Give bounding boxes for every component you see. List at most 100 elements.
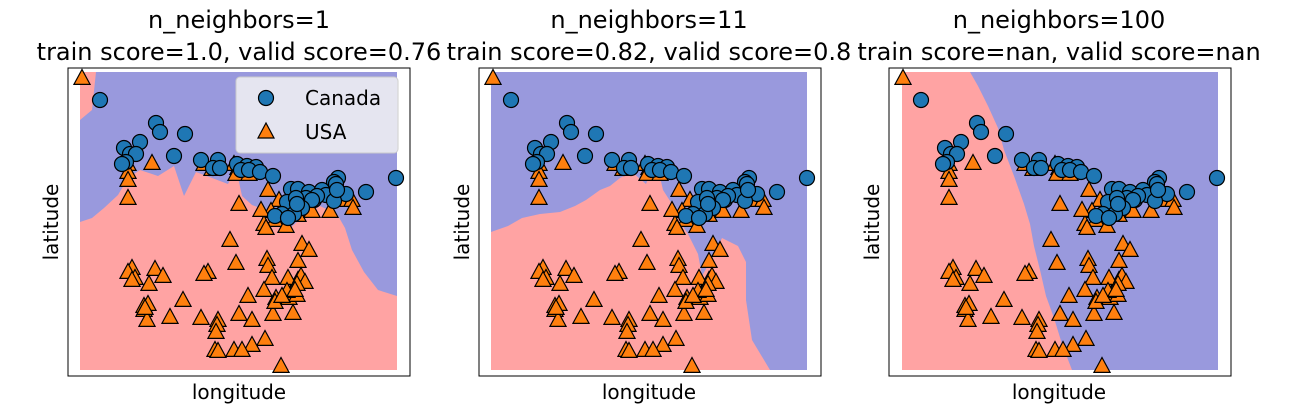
usa-point: [1053, 340, 1073, 357]
usa-point: [958, 310, 978, 327]
panel-3-subtitle: train score=nan, valid score=nan: [857, 38, 1260, 66]
usa-point: [242, 310, 262, 327]
canada-point: [1100, 209, 1118, 227]
usa-point: [939, 170, 959, 187]
usa-point: [262, 268, 282, 285]
usa-point: [682, 356, 702, 373]
panel-2-axes: [478, 67, 822, 377]
canada-point: [972, 123, 990, 141]
usa-point: [122, 270, 142, 287]
panel-2-xlabel: longitude: [602, 380, 696, 404]
canada-point: [690, 209, 708, 227]
panel-3-points: [893, 68, 1226, 373]
usa-point: [1063, 310, 1083, 327]
usa-point: [666, 329, 686, 346]
usa-point: [229, 304, 249, 321]
canada-point: [1013, 151, 1031, 169]
usa-point: [556, 259, 576, 276]
usa-point: [640, 194, 660, 211]
canada-point: [739, 181, 757, 199]
canada-point: [699, 195, 717, 213]
panel-1-points: [72, 68, 405, 373]
usa-point: [191, 308, 211, 325]
legend-box: [235, 76, 399, 154]
usa-point: [1072, 200, 1092, 217]
usa-point: [208, 341, 228, 358]
panel-3-title: n_neighbors=100: [953, 6, 1166, 34]
legend-canada-marker: [257, 89, 275, 107]
usa-point: [137, 310, 157, 327]
usa-point: [643, 340, 663, 357]
legend-usa-marker: [257, 121, 275, 139]
canada-point: [1149, 181, 1167, 199]
canada-point: [1178, 183, 1196, 201]
usa-point: [939, 188, 959, 205]
usa-point: [974, 266, 994, 283]
usa-point: [631, 230, 651, 247]
usa-point: [1050, 194, 1070, 211]
canada-point: [211, 159, 229, 177]
usa-point: [653, 335, 673, 352]
usa-point: [550, 274, 570, 291]
canada-point: [165, 147, 183, 165]
usa-point: [288, 251, 308, 268]
canada-point: [524, 155, 542, 173]
panel-2-canada-region: [491, 72, 807, 370]
usa-point: [256, 218, 276, 235]
canada-point: [562, 123, 580, 141]
usa-point: [1076, 329, 1096, 346]
usa-point: [963, 153, 983, 170]
usa-point: [263, 304, 283, 321]
usa-point: [1092, 356, 1112, 373]
usa-point: [1047, 253, 1067, 270]
usa-point: [254, 280, 274, 297]
usa-point: [966, 259, 986, 276]
legend-canada-label: Canada: [305, 86, 381, 110]
usa-point: [1050, 304, 1070, 321]
usa-point: [617, 322, 637, 339]
usa-point: [653, 310, 673, 327]
usa-point: [548, 310, 568, 327]
canada-point: [986, 147, 1004, 165]
canada-point: [1208, 169, 1226, 187]
canada-point: [387, 169, 405, 187]
usa-point: [699, 251, 719, 268]
usa-point: [1164, 198, 1184, 215]
usa-point: [1077, 218, 1097, 235]
usa-point: [118, 170, 138, 187]
panel-2-subtitle: train score=0.82, valid score=0.8: [447, 38, 852, 66]
canada-point: [912, 91, 930, 109]
usa-point: [981, 307, 1001, 324]
usa-point: [619, 341, 639, 358]
usa-point: [640, 304, 660, 321]
usa-point: [667, 218, 687, 235]
usa-point: [696, 280, 716, 297]
canada-point: [502, 91, 520, 109]
usa-point: [1027, 322, 1047, 339]
usa-point: [960, 274, 980, 291]
usa-point: [673, 268, 693, 285]
usa-point: [731, 201, 751, 218]
usa-point: [160, 307, 180, 324]
usa-point: [665, 280, 685, 297]
usa-point: [533, 270, 553, 287]
usa-point: [529, 170, 549, 187]
canada-point: [1085, 167, 1103, 185]
usa-point: [1084, 304, 1104, 321]
usa-point: [1104, 303, 1124, 320]
panel-2-ylabel: latitude: [450, 184, 474, 261]
usa-point: [1106, 280, 1126, 297]
usa-point: [299, 240, 319, 257]
panel-1-subtitle: train score=1.0, valid score=0.76: [37, 38, 442, 66]
canada-point: [603, 151, 621, 169]
canada-point: [997, 125, 1015, 143]
usa-point: [553, 153, 573, 170]
usa-point: [1120, 240, 1140, 257]
legend-usa-label: USA: [305, 120, 347, 144]
usa-point: [343, 198, 363, 215]
usa-point: [251, 200, 271, 217]
panel-3-xlabel: longitude: [1012, 380, 1106, 404]
usa-point: [529, 188, 549, 205]
usa-point: [683, 286, 703, 303]
